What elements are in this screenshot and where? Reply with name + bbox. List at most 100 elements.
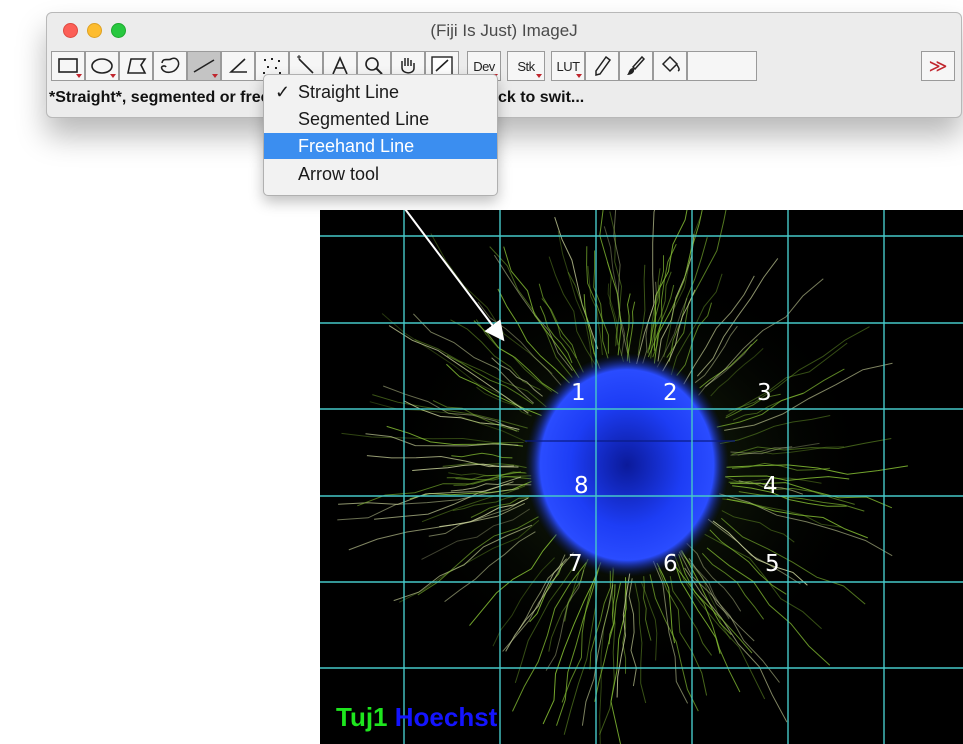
neurite-strand — [649, 574, 699, 712]
neurite-strand — [650, 271, 672, 359]
neurite-strand — [722, 498, 842, 528]
neurite-strand — [452, 495, 518, 511]
neurite-strand — [414, 339, 547, 408]
neurite-strand — [608, 584, 616, 645]
neurite-strand — [567, 272, 595, 355]
neurite-strand — [444, 531, 536, 602]
neurite-strand — [581, 584, 614, 726]
neurite-strand — [721, 510, 795, 543]
neurite-strand — [634, 582, 647, 704]
neurite-strand — [557, 231, 593, 368]
microscopy-image: 1 2 3 4 5 6 7 8 Tuj1 Hoechst — [320, 210, 963, 744]
neurite-strand — [637, 264, 646, 356]
polygon-tool-icon — [127, 58, 147, 74]
menu-item-freehand-line[interactable]: Freehand Line — [264, 133, 497, 159]
neurite-strand — [696, 258, 779, 377]
color-picker-icon — [431, 56, 453, 76]
neurite-strand — [726, 464, 908, 475]
neurite-strand — [599, 569, 615, 744]
neurite-strand — [365, 433, 519, 447]
neurite-strand — [725, 475, 850, 482]
neurite-strand — [656, 298, 688, 368]
stk-menu-button[interactable]: Stk — [507, 51, 545, 81]
neurite-strand — [731, 462, 831, 471]
neurite-strand — [730, 482, 893, 509]
checkmark-icon: ✓ — [275, 82, 291, 102]
neurite-strand — [492, 557, 555, 647]
minimize-button[interactable] — [87, 23, 102, 38]
neurite-strand — [539, 305, 573, 364]
neurite-strand — [446, 471, 522, 480]
neurite-strand — [432, 400, 520, 432]
neurite-strand — [642, 576, 652, 641]
neurite-strand — [366, 455, 514, 468]
neurite-strand — [652, 284, 675, 358]
neurite-strand — [451, 452, 513, 459]
neurite-strand — [646, 268, 661, 353]
neurite-strand — [730, 442, 820, 456]
imagej-window: (Fiji Is Just) ImageJ — [46, 12, 962, 118]
neurite-strand — [421, 508, 530, 560]
rectangle-tool-button[interactable] — [51, 51, 85, 81]
neurite-strand — [726, 498, 868, 539]
neurite-strand — [640, 581, 658, 661]
neurite-strand — [720, 517, 866, 605]
pencil-tool-button[interactable] — [585, 51, 619, 81]
flood-fill-tool-button[interactable] — [653, 51, 687, 81]
neurite-strand — [738, 491, 865, 512]
menu-item-arrow-tool[interactable]: Arrow tool — [264, 161, 497, 187]
empty-tool-slot — [687, 51, 757, 81]
straight-line-tool-icon — [193, 59, 215, 73]
neurite-strand — [688, 558, 755, 642]
neurite-strand — [564, 558, 589, 622]
neurite-strand — [514, 565, 576, 684]
neurite-strand — [538, 283, 578, 359]
neurite-strand — [684, 567, 788, 723]
menu-item-label: Straight Line — [298, 82, 400, 102]
neurite-strand — [728, 326, 870, 412]
freehand-selection-icon — [160, 57, 180, 74]
toolbar: Dev Stk LUT ≫ — [51, 51, 955, 83]
angle-tool-button[interactable] — [221, 51, 255, 81]
neurite-strand — [469, 534, 557, 626]
angle-tool-icon — [228, 58, 247, 73]
neurite-strand — [341, 432, 524, 443]
neurite-strand — [719, 493, 893, 557]
neurite-strand — [606, 261, 618, 346]
neurite-strand — [607, 283, 619, 347]
neurite-strand — [586, 246, 609, 354]
hand-tool-icon — [401, 58, 415, 74]
neurite-strand — [393, 524, 533, 602]
neurite-strand — [725, 393, 781, 419]
fluorescence-image — [320, 210, 963, 744]
neurite-strand — [670, 273, 723, 376]
title-bar[interactable]: (Fiji Is Just) ImageJ — [47, 13, 961, 51]
neurite-strand — [716, 368, 845, 428]
zoom-button[interactable] — [111, 23, 126, 38]
freehand-selection-button[interactable] — [153, 51, 187, 81]
neurite-strand — [679, 551, 731, 640]
brush-tool-button[interactable] — [619, 51, 653, 81]
lut-menu-button[interactable]: LUT — [551, 51, 585, 81]
neurite-strand — [709, 529, 787, 595]
neurite-strand — [616, 573, 631, 698]
polygon-tool-button[interactable] — [119, 51, 153, 81]
oval-tool-button[interactable] — [85, 51, 119, 81]
menu-item-straight-line[interactable]: ✓ Straight Line — [264, 79, 497, 105]
menu-item-segmented-line[interactable]: Segmented Line — [264, 106, 497, 132]
neurite-strand — [594, 582, 621, 702]
straight-line-tool-button[interactable] — [187, 51, 221, 81]
neurite-strand — [626, 293, 631, 362]
neurite-strand — [732, 485, 847, 507]
neurite-strand — [548, 256, 597, 367]
more-tools-button[interactable]: ≫ — [921, 51, 955, 81]
close-button[interactable] — [63, 23, 78, 38]
legend-hoechst: Hoechst — [394, 702, 498, 732]
neurite-strand — [728, 481, 855, 505]
neurite-strand — [398, 520, 540, 603]
neurite-strand — [610, 577, 627, 744]
neurite-strand — [542, 576, 597, 725]
neurite-strand — [674, 565, 741, 693]
neurite-strand — [737, 446, 844, 456]
neurite-strand — [705, 278, 824, 388]
